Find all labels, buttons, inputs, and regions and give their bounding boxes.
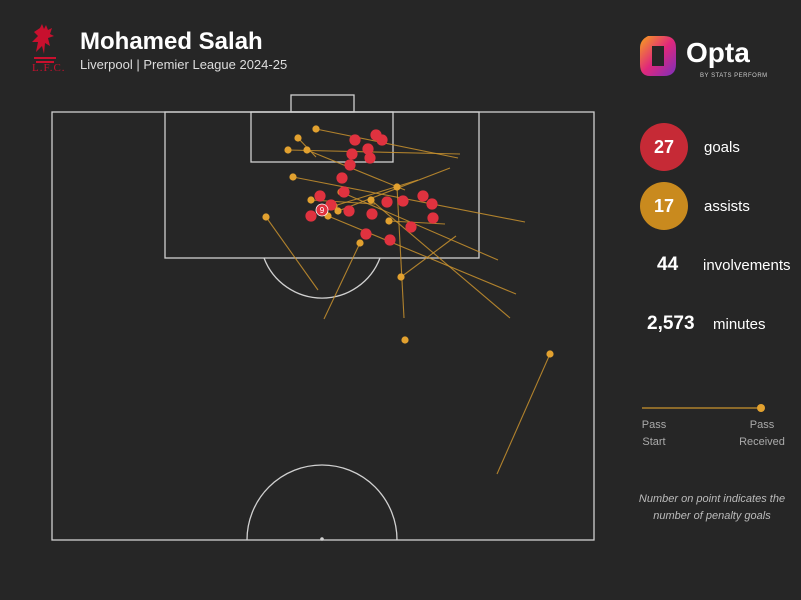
goal-point [325, 199, 337, 211]
goals-circle: 27 [640, 123, 688, 171]
assist-pass-line [265, 216, 319, 291]
assist-pass-line [370, 199, 511, 319]
goal-point [338, 186, 350, 198]
penalty-box [164, 111, 480, 259]
pitch-markings [51, 94, 595, 541]
page-subtitle: Liverpool | Premier League 2024-25 [80, 57, 288, 72]
assist-pass-line [396, 186, 405, 319]
assist-point [401, 336, 409, 344]
assist-pass-line [337, 167, 451, 212]
assist-pass-line [340, 191, 499, 261]
assist-point [307, 196, 315, 204]
assist-point [356, 239, 364, 247]
assist-pass-line [287, 149, 461, 155]
assists-layer [262, 125, 554, 475]
minutes-value: 2,573 [647, 313, 695, 334]
centre-circle [246, 464, 398, 541]
assist-pass-line [496, 353, 551, 475]
assist-pass-line [388, 220, 446, 225]
goals-label: goals [704, 138, 740, 156]
assist-point [334, 207, 342, 215]
assist-pass-line [327, 215, 517, 295]
assist-point [385, 217, 393, 225]
goals-layer: 9 [305, 129, 439, 246]
penalty-note: Number on point indicates the number of … [638, 493, 786, 522]
involvements-value: 44 [657, 254, 679, 275]
goal-point [370, 129, 382, 141]
brand-tagline: BY STATS PERFORM [700, 73, 768, 79]
penalty-goal-point [315, 203, 329, 217]
club-crest-text: L.F.C. [32, 62, 66, 74]
goal-point [344, 159, 356, 171]
assist-point [393, 183, 401, 191]
assist-pass-line [306, 149, 406, 191]
stat-assists: 17 assists [640, 182, 750, 230]
goal-point [360, 228, 372, 240]
assist-pass-line [400, 235, 457, 278]
goal-point [305, 210, 317, 222]
assist-point [284, 146, 292, 154]
assists-label: assists [704, 197, 750, 215]
pass-legend-line [642, 404, 765, 412]
assist-pass-line [323, 242, 361, 320]
goal-point [417, 190, 429, 202]
goal-point [426, 198, 438, 210]
assist-point [294, 134, 302, 142]
assist-point [262, 213, 270, 221]
goal-point [405, 221, 417, 233]
goal-point [362, 143, 374, 155]
opta-logo-icon [640, 36, 676, 76]
assist-point [546, 350, 554, 358]
goal-point [364, 152, 376, 164]
page-title: Mohamed Salah [80, 28, 263, 55]
goal-point [346, 148, 358, 160]
goal-point [381, 196, 393, 208]
stat-involvements: 44 involvements [657, 245, 791, 285]
goal-point [384, 234, 396, 246]
goal-point [427, 212, 439, 224]
involvements-label: involvements [703, 256, 791, 274]
penalty-goal-count: 9 [320, 206, 325, 215]
assist-point [303, 146, 311, 154]
stat-goals: 27 goals [640, 123, 740, 171]
legend-pass-start: Pass Start [641, 419, 667, 448]
goal-point [366, 208, 378, 220]
brand-name: Opta [686, 37, 750, 68]
legend-pass-received: Pass Received [739, 419, 785, 448]
goal-point [343, 205, 355, 217]
assist-pass-line [292, 176, 526, 223]
assist-point [289, 173, 297, 181]
goal [290, 94, 355, 113]
assist-point [367, 196, 375, 204]
goal-point [349, 134, 361, 146]
assists-circle: 17 [640, 182, 688, 230]
minutes-label: minutes [713, 315, 766, 333]
assist-point [312, 125, 320, 133]
liverpool-crest-icon [32, 24, 56, 63]
centre-spot [320, 537, 324, 541]
penalty-arc [263, 257, 381, 299]
goal-point [336, 172, 348, 184]
goal-point [314, 190, 326, 202]
goal-point [397, 195, 409, 207]
half-pitch-outline [51, 111, 595, 541]
assist-point [397, 273, 405, 281]
stat-minutes: 2,573 minutes [647, 304, 766, 344]
assist-pass-line [333, 179, 419, 207]
